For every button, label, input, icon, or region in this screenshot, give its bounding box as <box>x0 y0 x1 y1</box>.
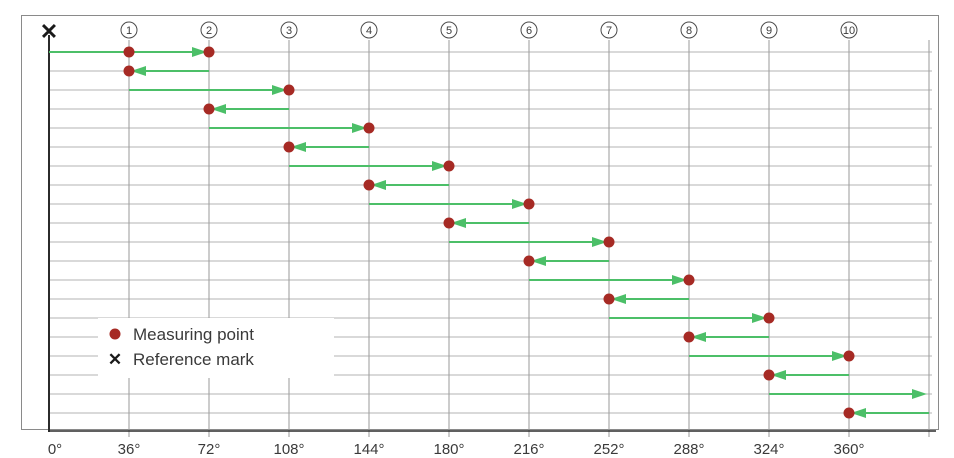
legend: Measuring point ✕ Reference mark <box>98 318 334 378</box>
row-grid <box>49 51 932 414</box>
position-label: 3 <box>280 21 298 39</box>
position-label: 2 <box>200 21 218 39</box>
axis-tick-label: 0° <box>48 441 62 458</box>
measuring-point <box>443 217 455 229</box>
movement-arrow <box>609 313 767 323</box>
svg-text:9: 9 <box>766 25 772 37</box>
movement-arrow <box>209 123 367 133</box>
movement-arrow <box>771 370 849 380</box>
svg-text:6: 6 <box>526 25 532 37</box>
measuring-point <box>203 103 215 115</box>
svg-text:5: 5 <box>446 25 452 37</box>
position-label: 6 <box>520 21 538 39</box>
movement-arrow <box>529 275 687 285</box>
measuring-point <box>123 65 135 77</box>
position-label: 10 <box>840 21 858 39</box>
movement-arrow <box>531 256 609 266</box>
measuring-point <box>443 160 455 172</box>
axis-tick-label: 36° <box>118 441 141 458</box>
diagram-frame <box>21 15 939 430</box>
axis-tick-label: 360° <box>833 441 864 458</box>
movement-arrow <box>451 218 529 228</box>
movement-arrow <box>129 85 287 95</box>
measuring-point <box>523 255 535 267</box>
measuring-point <box>283 141 295 153</box>
axis-tick-label: 144° <box>353 441 384 458</box>
svg-text:2: 2 <box>206 25 212 37</box>
legend-measuring-point: Measuring point <box>133 325 254 344</box>
measuring-point <box>123 46 135 58</box>
position-label: 4 <box>360 21 378 39</box>
movement-arrow <box>691 332 769 342</box>
measuring-point-icon <box>109 328 121 340</box>
measuring-point <box>203 46 215 58</box>
position-label: 8 <box>680 21 698 39</box>
position-label: 7 <box>600 21 618 39</box>
movement-arrow <box>449 237 607 247</box>
movement-arrows <box>49 47 929 418</box>
movement-arrow <box>49 47 207 57</box>
reference-mark-legend-icon: ✕ <box>108 350 122 369</box>
reference-mark-icon: ✕ <box>40 19 58 44</box>
movement-arrow <box>211 104 289 114</box>
measuring-points <box>123 46 855 419</box>
measuring-point <box>603 293 615 305</box>
movement-arrow <box>611 294 689 304</box>
svg-text:3: 3 <box>286 25 292 37</box>
movement-arrow <box>769 389 927 399</box>
movement-arrow <box>289 161 447 171</box>
axis-tick-label: 288° <box>673 441 704 458</box>
position-label: 5 <box>440 21 458 39</box>
measuring-point <box>843 407 855 419</box>
measuring-point <box>763 312 775 324</box>
movement-arrow <box>371 180 449 190</box>
movement-arrow <box>369 199 527 209</box>
movement-arrow <box>291 142 369 152</box>
svg-text:1: 1 <box>126 25 132 37</box>
measuring-point <box>283 84 295 96</box>
legend-box <box>98 318 334 378</box>
axis-tick-label: 216° <box>513 441 544 458</box>
axes <box>48 35 936 432</box>
legend-reference-mark: Reference mark <box>133 350 254 369</box>
movement-arrow <box>851 408 929 418</box>
measuring-point <box>603 236 615 248</box>
measuring-point <box>683 274 695 286</box>
svg-text:8: 8 <box>686 25 692 37</box>
measuring-point <box>683 331 695 343</box>
position-labels: 1 2 3 4 5 6 7 8 9 10 <box>120 21 858 39</box>
measuring-point <box>523 198 535 210</box>
svg-text:10: 10 <box>843 25 855 37</box>
svg-text:7: 7 <box>606 25 612 37</box>
measuring-point <box>363 122 375 134</box>
axis-tick-label: 252° <box>593 441 624 458</box>
axis-tick-label: 108° <box>273 441 304 458</box>
measuring-point <box>763 369 775 381</box>
axis-tick-label: 324° <box>753 441 784 458</box>
axis-tick-label: 180° <box>433 441 464 458</box>
measuring-point <box>363 179 375 191</box>
axis-tick-labels: 0° 36° 72° 108° 144° 180° 216° 252° 288° 324° 360° <box>48 441 865 458</box>
movement-arrow <box>689 351 847 361</box>
position-label: 1 <box>120 21 138 39</box>
position-label: 9 <box>760 21 778 39</box>
svg-text:4: 4 <box>366 25 372 37</box>
measuring-point <box>843 350 855 362</box>
axis-tick-label: 72° <box>198 441 221 458</box>
movement-arrow <box>131 66 209 76</box>
